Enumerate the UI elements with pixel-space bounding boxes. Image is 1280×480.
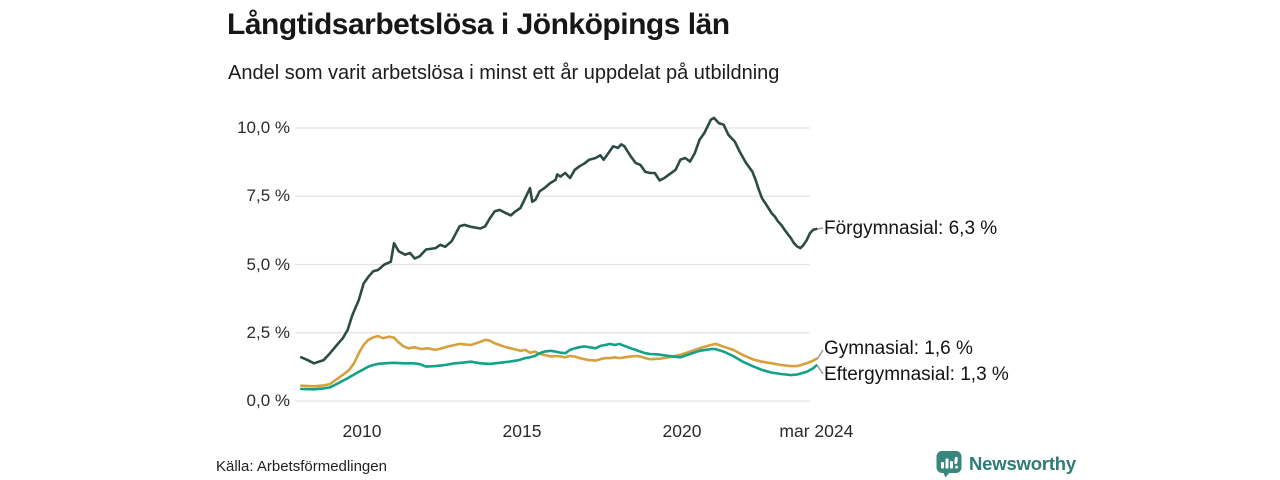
y-axis-label: 0,0 % [246, 391, 290, 410]
annotation-connector [816, 349, 824, 360]
x-axis-label: mar 2024 [779, 421, 854, 441]
series-label-forgymnasial: Förgymnasial: 6,3 % [824, 218, 998, 239]
x-axis-label: 2020 [662, 421, 702, 441]
x-axis-label: 2010 [342, 421, 382, 441]
page-title: Långtidsarbetslösa i Jönköpings län [227, 8, 730, 41]
newsworthy-brand-link[interactable]: Newsworthy [936, 450, 1076, 478]
chart-subtitle: Andel som varit arbetslösa i minst ett å… [228, 62, 780, 84]
series-label-eftergymnasial: Eftergymnasial: 1,3 % [824, 364, 1009, 385]
y-axis-label: 7,5 % [246, 186, 290, 206]
annotation-connector [816, 365, 824, 375]
x-axis-label: 2015 [502, 421, 542, 441]
series-line-eftergymnasial [299, 342, 818, 391]
y-axis-label: 10,0 % [237, 118, 290, 137]
y-axis-label: 5,0 % [246, 254, 290, 274]
source-note: Källa: Arbetsförmedlingen [216, 458, 387, 475]
series-line-gymnasial [299, 334, 818, 388]
newsworthy-logo-icon [936, 451, 962, 478]
series-label-gymnasial: Gymnasial: 1,6 % [824, 338, 973, 359]
newsworthy-wordmark: Newsworthy [969, 453, 1076, 474]
series-line-förgymnasial [299, 116, 818, 365]
y-axis-label: 2,5 % [246, 322, 290, 342]
annotation-connector [817, 227, 824, 230]
